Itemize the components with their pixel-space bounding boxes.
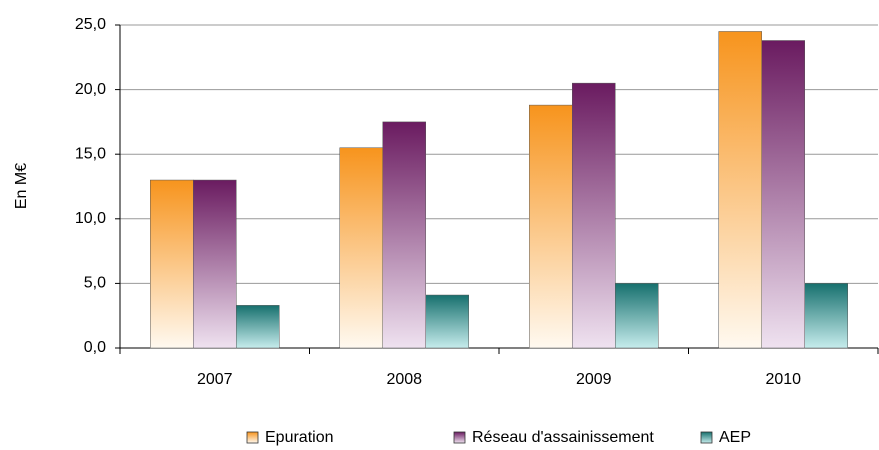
- legend-swatch: [453, 431, 466, 444]
- y-tick-label: 20,0: [75, 81, 106, 98]
- y-tick-label: 25,0: [75, 16, 106, 33]
- bar: [529, 104, 573, 349]
- bar: [339, 147, 383, 349]
- bar: [150, 179, 194, 349]
- legend-label: Epuration: [265, 429, 334, 446]
- x-tick-label: 2007: [197, 371, 233, 388]
- bar: [804, 283, 848, 349]
- bar: [425, 294, 469, 349]
- legend-swatch: [246, 431, 259, 444]
- legend-swatch: [700, 431, 713, 444]
- legend-label: Réseau d'assainissement: [472, 429, 654, 446]
- bar: [382, 121, 426, 349]
- bar: [718, 31, 762, 349]
- bar: [761, 40, 805, 349]
- y-axis-label: En M€: [13, 163, 30, 209]
- x-tick-label: 2010: [765, 371, 801, 388]
- y-tick-label: 5,0: [84, 275, 106, 292]
- y-tick-label: 10,0: [75, 210, 106, 227]
- bar: [193, 179, 237, 349]
- y-tick-label: 0,0: [84, 339, 106, 356]
- bar: [236, 305, 280, 349]
- x-tick-label: 2008: [386, 371, 422, 388]
- y-tick-label: 15,0: [75, 145, 106, 162]
- x-tick-label: 2009: [576, 371, 612, 388]
- bar: [572, 82, 616, 349]
- bar: [615, 283, 659, 349]
- legend-label: AEP: [719, 429, 751, 446]
